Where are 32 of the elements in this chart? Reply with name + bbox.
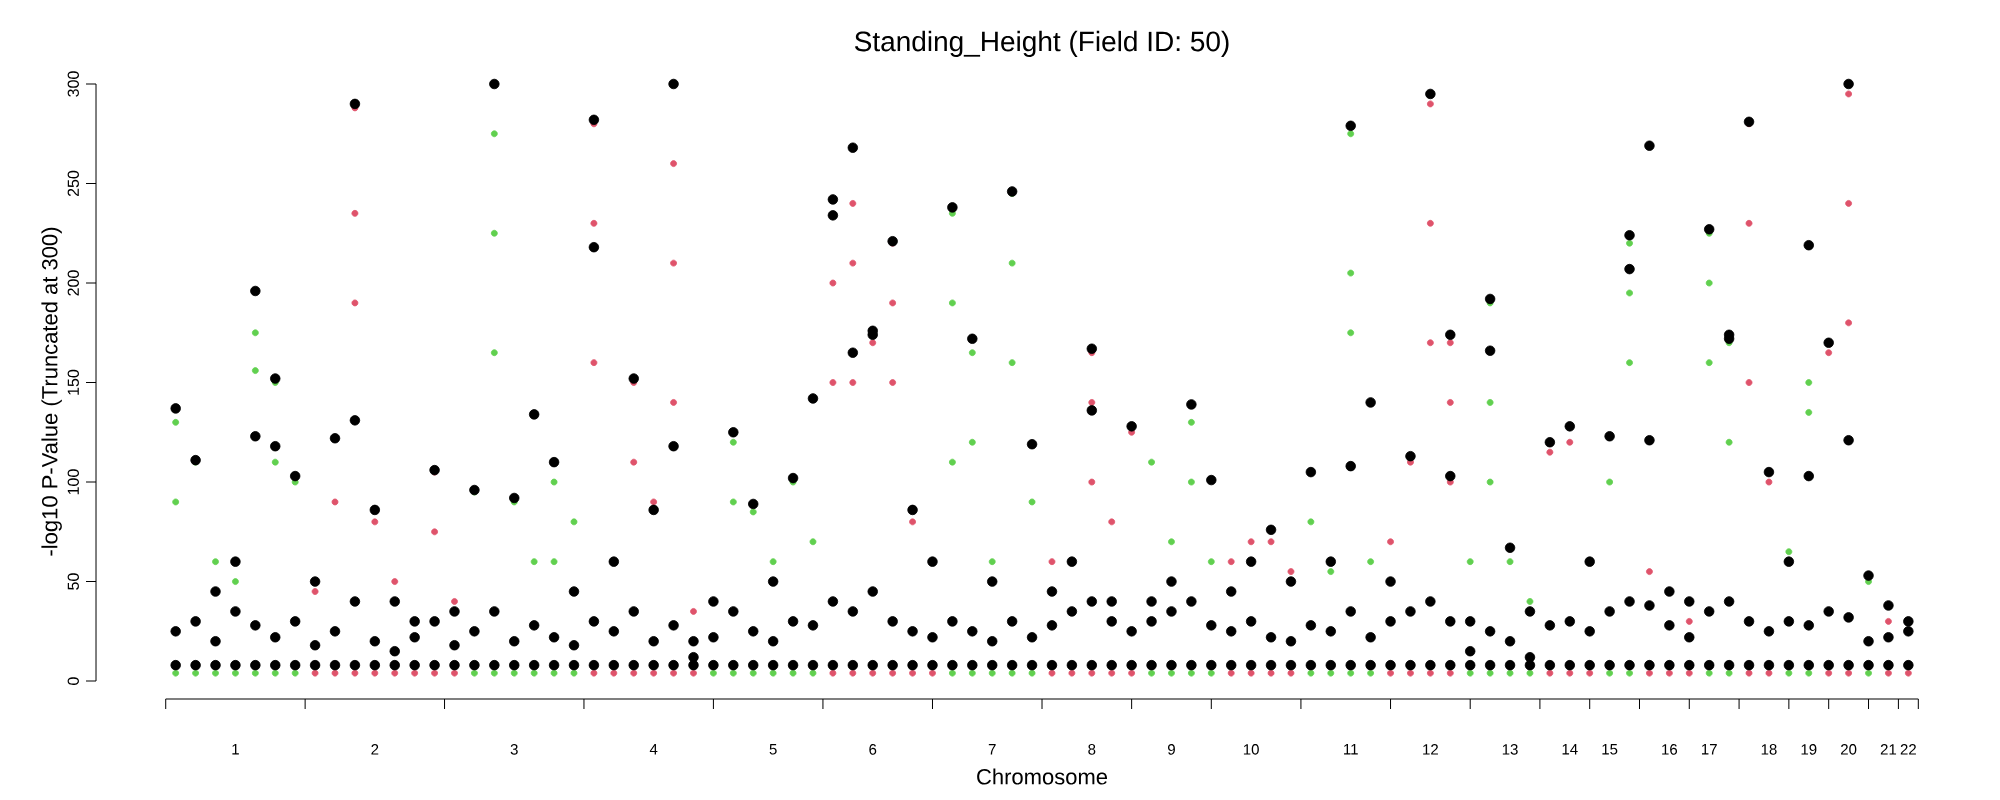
y-tick-label: 250 xyxy=(67,170,79,197)
x-tick-label: 11 xyxy=(1344,744,1358,755)
x-tick-label: 4 xyxy=(649,744,658,755)
y-tick-label: 200 xyxy=(67,270,79,296)
y-tick-label: 50 xyxy=(67,573,79,590)
x-tick-label: 10 xyxy=(1243,744,1259,755)
x-tick-label: 8 xyxy=(1088,744,1096,755)
x-tick-label: 6 xyxy=(869,744,877,755)
chart-title: Standing_Height (Field ID: 50) xyxy=(854,30,1229,57)
x-tick-label: 1 xyxy=(232,744,239,755)
y-tick-label: 150 xyxy=(67,369,79,395)
x-tick-label: 2 xyxy=(371,744,379,755)
x-tick-label: 15 xyxy=(1602,744,1618,755)
y-axis-title: -log10 P-Value (Truncated at 300) xyxy=(41,227,62,556)
x-tick-label: 19 xyxy=(1801,744,1817,755)
y-tick-label: 300 xyxy=(67,71,79,97)
x-tick-label: 9 xyxy=(1167,744,1175,755)
x-tick-label: 22 xyxy=(1900,744,1916,755)
y-tick-label: 0 xyxy=(67,677,79,685)
x-tick-label: 3 xyxy=(510,744,518,755)
x-tick-label: 18 xyxy=(1761,744,1777,755)
y-tick-label: 100 xyxy=(67,469,79,495)
x-tick-label: 5 xyxy=(769,744,777,755)
x-tick-label: 16 xyxy=(1662,744,1678,755)
x-tick-label: 17 xyxy=(1701,744,1717,755)
x-tick-label: 7 xyxy=(988,744,996,755)
x-tick-label: 21 xyxy=(1880,744,1897,755)
x-tick-label: 13 xyxy=(1502,744,1518,755)
x-tick-label: 12 xyxy=(1423,744,1438,755)
x-tick-label: 14 xyxy=(1562,744,1578,755)
x-tick-label: 20 xyxy=(1841,744,1857,755)
x-axis-title: Chromosome xyxy=(977,768,1108,785)
